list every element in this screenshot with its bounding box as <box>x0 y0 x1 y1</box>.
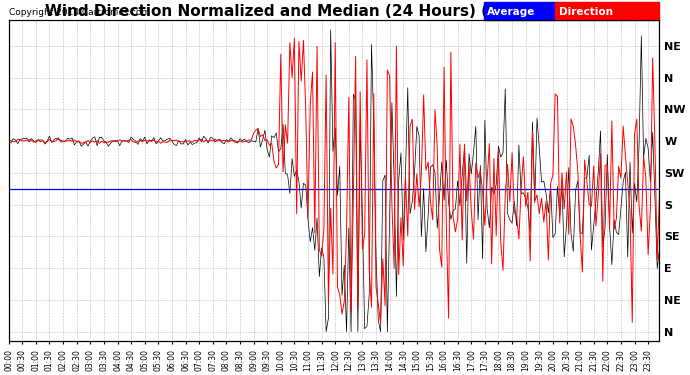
Text: Direction: Direction <box>559 7 613 17</box>
FancyBboxPatch shape <box>555 2 660 20</box>
Title: Wind Direction Normalized and Median (24 Hours) (New) 20140831: Wind Direction Normalized and Median (24… <box>46 4 622 19</box>
FancyBboxPatch shape <box>484 2 555 20</box>
Text: Average: Average <box>487 7 535 17</box>
Text: Copyright 2014 Cartronics.com: Copyright 2014 Cartronics.com <box>9 8 150 17</box>
